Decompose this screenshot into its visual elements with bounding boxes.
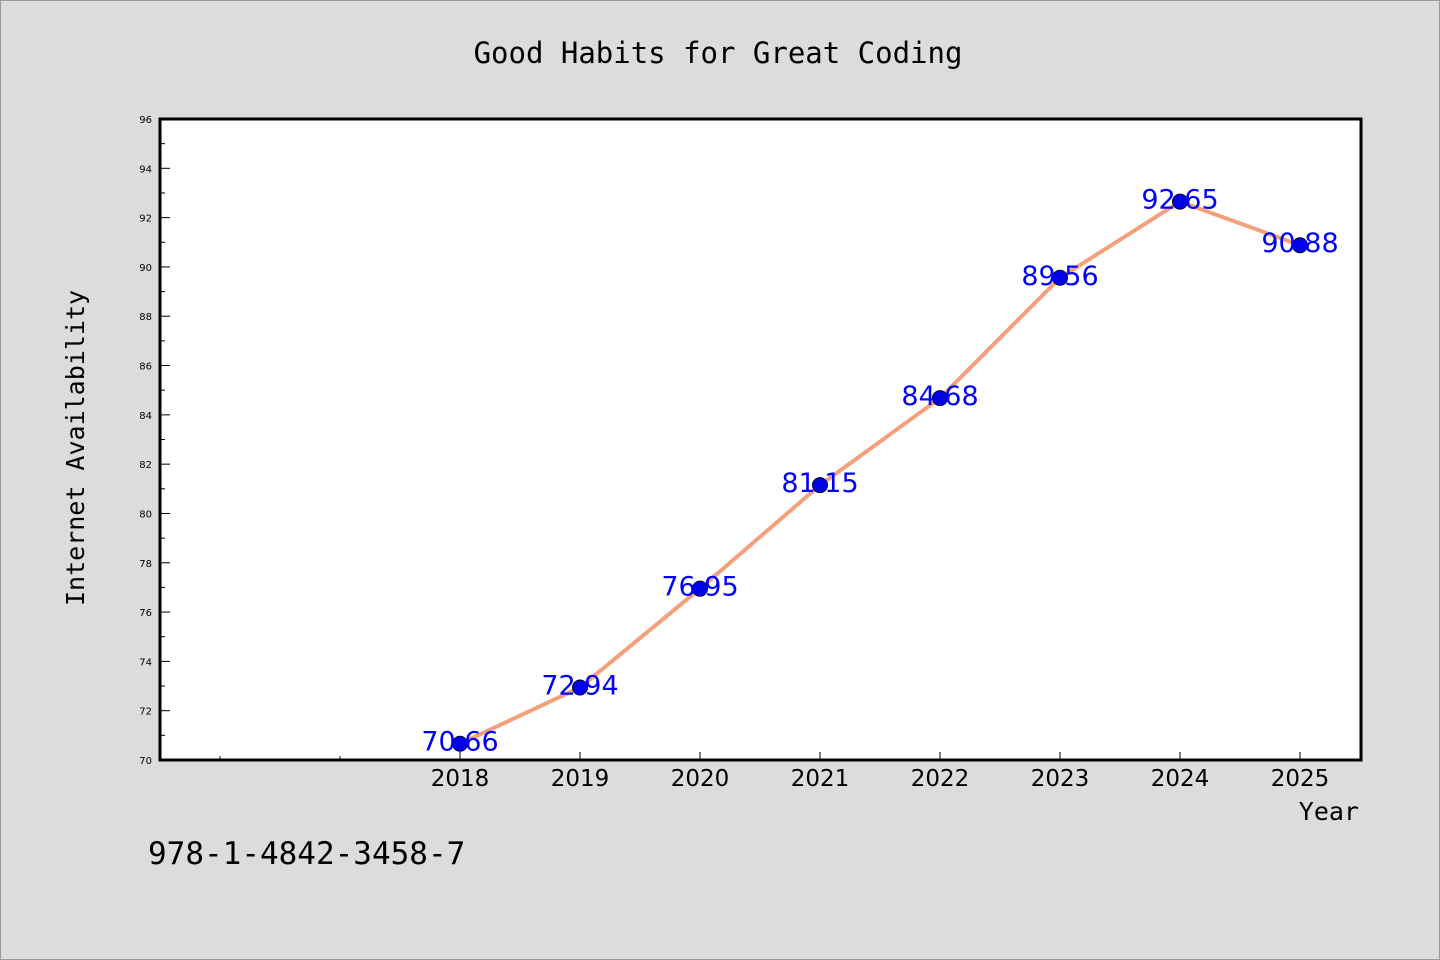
x-tick-label: 2024 bbox=[1151, 766, 1210, 792]
y-tick-label: 76 bbox=[139, 608, 152, 619]
y-tick-label: 90 bbox=[139, 263, 152, 274]
x-tick-label: 2019 bbox=[551, 766, 610, 792]
x-tick-label: 2023 bbox=[1031, 766, 1090, 792]
y-tick-label: 74 bbox=[139, 657, 152, 668]
data-labels-layer: 70.66 72.94 76.95 81.15 84.68 89.56 92.65 90.88 bbox=[421, 185, 1338, 758]
x-tick-label: 2020 bbox=[671, 766, 730, 792]
data-point bbox=[1172, 193, 1188, 210]
y-tick-label: 88 bbox=[139, 312, 152, 323]
data-label: 84.68 bbox=[901, 381, 978, 412]
y-tick-label: 92 bbox=[139, 214, 152, 225]
series-line bbox=[458, 199, 1302, 746]
y-tick-label: 84 bbox=[139, 411, 152, 422]
plot-area bbox=[158, 117, 1363, 762]
data-point bbox=[452, 735, 468, 752]
y-tick-label: 94 bbox=[139, 164, 152, 175]
y-tick-label: 96 bbox=[139, 115, 152, 126]
data-point bbox=[692, 580, 708, 597]
y-tick-label: 86 bbox=[139, 362, 152, 373]
series-layer bbox=[452, 193, 1308, 752]
x-tick-label: 2022 bbox=[911, 766, 970, 792]
y-tick-label: 72 bbox=[139, 707, 152, 718]
data-point bbox=[572, 679, 588, 696]
data-point bbox=[932, 390, 948, 407]
data-label: 90.88 bbox=[1261, 228, 1338, 259]
data-label: 92.65 bbox=[1141, 185, 1218, 216]
x-axis: 2018 2019 2020 2021 2022 2023 2024 2025 bbox=[219, 752, 1330, 792]
isbn-text: 978-1-4842-3458-7 bbox=[148, 836, 465, 872]
data-point bbox=[1052, 269, 1068, 286]
data-label: 72.94 bbox=[541, 671, 618, 702]
x-tick-label: 2018 bbox=[431, 766, 490, 792]
y-tick-label: 80 bbox=[139, 509, 152, 520]
data-point bbox=[812, 477, 828, 494]
y-axis: 70 72 74 76 78 80 82 84 86 88 90 92 94 96 bbox=[139, 115, 170, 767]
chart-title: Good Habits for Great Coding bbox=[474, 36, 963, 70]
x-tick-label: 2025 bbox=[1271, 766, 1330, 792]
y-tick-label: 70 bbox=[139, 756, 152, 767]
data-label: 89.56 bbox=[1021, 261, 1098, 292]
data-label: 81.15 bbox=[781, 468, 858, 499]
y-axis-label: Internet Availability bbox=[61, 290, 90, 606]
x-axis-label: Year bbox=[1299, 797, 1359, 826]
y-tick-label: 82 bbox=[139, 460, 152, 471]
data-label: 76.95 bbox=[661, 572, 738, 603]
x-tick-label: 2021 bbox=[791, 766, 850, 792]
data-point bbox=[1292, 237, 1308, 254]
y-tick-label: 78 bbox=[139, 559, 152, 570]
data-label: 70.66 bbox=[421, 727, 498, 758]
